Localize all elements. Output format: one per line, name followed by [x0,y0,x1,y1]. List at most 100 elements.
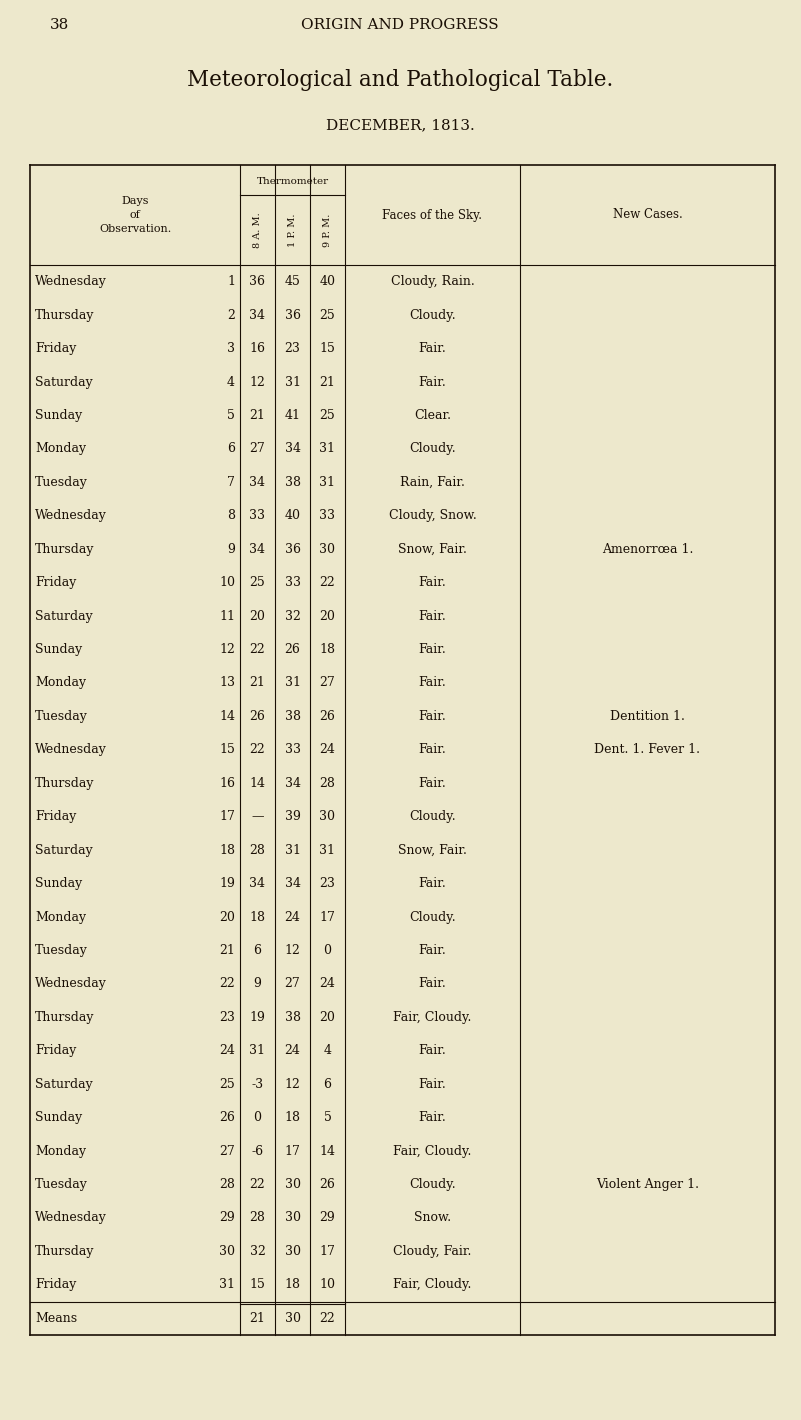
Text: 6: 6 [253,944,261,957]
Text: Days
of
Observation.: Days of Observation. [99,196,171,234]
Text: Fair.: Fair. [419,1044,446,1058]
Text: 31: 31 [219,1278,235,1291]
Text: New Cases.: New Cases. [613,209,682,222]
Text: 23: 23 [219,1011,235,1024]
Text: 26: 26 [284,643,300,656]
Text: Snow, Fair.: Snow, Fair. [398,542,467,555]
Text: Sunday: Sunday [35,643,83,656]
Text: 34: 34 [284,878,300,890]
Text: 25: 25 [219,1078,235,1091]
Text: 24: 24 [284,1044,300,1058]
Text: 38: 38 [50,18,69,33]
Text: Thursday: Thursday [35,542,95,555]
Text: 34: 34 [284,443,300,456]
Text: 28: 28 [250,843,265,856]
Text: 29: 29 [320,1211,336,1224]
Text: Monday: Monday [35,443,87,456]
Text: 31: 31 [284,375,300,389]
Text: 31: 31 [320,843,336,856]
Text: 39: 39 [284,811,300,824]
Text: 4: 4 [324,1044,332,1058]
Text: 24: 24 [320,977,336,990]
Text: 13: 13 [219,676,235,690]
Text: 25: 25 [320,409,336,422]
Text: 27: 27 [219,1145,235,1157]
Text: Fair.: Fair. [419,710,446,723]
Text: Snow, Fair.: Snow, Fair. [398,843,467,856]
Text: Wednesday: Wednesday [35,1211,107,1224]
Text: Fair.: Fair. [419,878,446,890]
Text: 34: 34 [249,476,265,488]
Text: 10: 10 [320,1278,336,1291]
Text: 1 P. M.: 1 P. M. [288,213,297,247]
Text: 9: 9 [254,977,261,990]
Text: Cloudy.: Cloudy. [409,308,456,322]
Text: 22: 22 [219,977,235,990]
Text: -3: -3 [252,1078,264,1091]
Text: 0: 0 [253,1112,261,1125]
Text: 11: 11 [219,609,235,622]
Text: Snow.: Snow. [414,1211,451,1224]
Text: Fair.: Fair. [419,643,446,656]
Text: 22: 22 [250,1179,265,1191]
Text: Fair, Cloudy.: Fair, Cloudy. [393,1145,472,1157]
Text: Friday: Friday [35,811,76,824]
Text: 22: 22 [250,643,265,656]
Text: Friday: Friday [35,577,76,589]
Text: Cloudy, Rain.: Cloudy, Rain. [391,275,474,288]
Text: 20: 20 [219,910,235,923]
Text: 40: 40 [284,510,300,523]
Text: Cloudy.: Cloudy. [409,910,456,923]
Text: 19: 19 [219,878,235,890]
Text: Fair.: Fair. [419,375,446,389]
Text: 14: 14 [249,777,265,790]
Text: 5: 5 [227,409,235,422]
Text: 28: 28 [250,1211,265,1224]
Text: Means: Means [35,1312,77,1325]
Text: Fair.: Fair. [419,577,446,589]
Text: Dent. 1. Fever 1.: Dent. 1. Fever 1. [594,743,701,757]
Text: 23: 23 [284,342,300,355]
Text: 26: 26 [320,1179,336,1191]
Text: Wednesday: Wednesday [35,977,107,990]
Text: Wednesday: Wednesday [35,510,107,523]
Text: Thursday: Thursday [35,1245,95,1258]
Text: Friday: Friday [35,1044,76,1058]
Text: Amenorrœa 1.: Amenorrœa 1. [602,542,693,555]
Text: 6: 6 [227,443,235,456]
Text: Tuesday: Tuesday [35,710,88,723]
Text: ORIGIN AND PROGRESS: ORIGIN AND PROGRESS [301,18,499,33]
Text: 18: 18 [284,1112,300,1125]
Text: 29: 29 [219,1211,235,1224]
Text: 18: 18 [249,910,265,923]
Text: 17: 17 [320,1245,336,1258]
Text: Cloudy.: Cloudy. [409,811,456,824]
Text: 34: 34 [249,308,265,322]
Text: Fair.: Fair. [419,342,446,355]
Text: Monday: Monday [35,1145,87,1157]
Text: 20: 20 [250,609,265,622]
Text: Fair.: Fair. [419,1112,446,1125]
Text: 28: 28 [320,777,336,790]
Text: 34: 34 [284,777,300,790]
Text: 36: 36 [284,308,300,322]
Text: Fair.: Fair. [419,1078,446,1091]
Text: Fair, Cloudy.: Fair, Cloudy. [393,1278,472,1291]
Text: 38: 38 [284,476,300,488]
Text: Faces of the Sky.: Faces of the Sky. [383,209,482,222]
Text: 30: 30 [284,1179,300,1191]
Text: 16: 16 [219,777,235,790]
Text: Fair.: Fair. [419,676,446,690]
Text: Cloudy, Fair.: Cloudy, Fair. [393,1245,472,1258]
Text: 27: 27 [250,443,265,456]
Text: 30: 30 [284,1245,300,1258]
Text: 17: 17 [320,910,336,923]
Text: 17: 17 [219,811,235,824]
Text: 38: 38 [284,710,300,723]
Text: Tuesday: Tuesday [35,476,88,488]
Text: Cloudy, Snow.: Cloudy, Snow. [388,510,477,523]
Text: Fair.: Fair. [419,777,446,790]
Text: 21: 21 [320,375,336,389]
Text: Thursday: Thursday [35,308,95,322]
Text: 41: 41 [284,409,300,422]
